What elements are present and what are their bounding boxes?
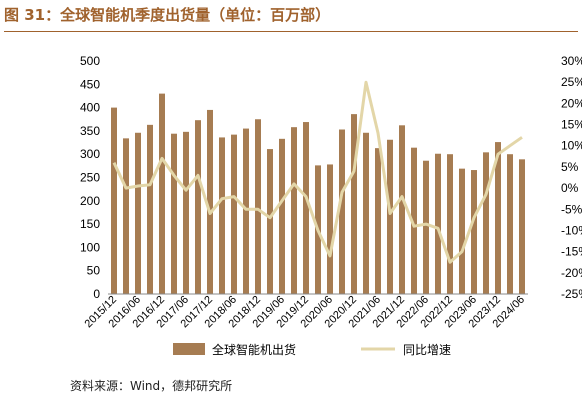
bar	[279, 138, 285, 294]
bar	[411, 147, 417, 294]
y-left-tick-label: 150	[80, 217, 100, 231]
y-right-tick-label: 30%	[561, 54, 582, 68]
bar	[111, 107, 117, 294]
bar	[327, 164, 333, 294]
bar	[135, 132, 141, 294]
bar	[459, 168, 465, 294]
bar	[255, 119, 261, 294]
y-right-tick-label: -25%	[561, 287, 582, 301]
bar	[351, 114, 357, 295]
bar	[207, 109, 213, 295]
y-left-tick-label: 200	[80, 194, 100, 208]
bar	[291, 127, 297, 294]
title-divider	[4, 31, 578, 32]
bar	[123, 138, 129, 294]
y-right-tick-label: 15%	[561, 118, 582, 132]
bar	[243, 128, 249, 294]
y-left-tick-label: 250	[80, 171, 100, 185]
y-right-tick-label: 5%	[561, 160, 579, 174]
bar	[147, 124, 153, 294]
bar	[519, 159, 525, 294]
y-left-tick-label: 500	[80, 54, 100, 68]
y-left-tick-label: 0	[93, 287, 100, 301]
y-right-tick-label: -20%	[561, 266, 582, 280]
bar	[183, 131, 189, 294]
legend-bar-swatch	[173, 343, 205, 355]
bar	[387, 139, 393, 294]
legend: 全球智能机出货 同比增速	[173, 342, 451, 357]
bar	[375, 148, 381, 294]
bar	[171, 133, 177, 294]
bar	[363, 132, 369, 294]
y-left-tick-label: 350	[80, 124, 100, 138]
y-right-tick-label: 0%	[561, 181, 579, 195]
source-note: 资料来源：Wind，德邦研究所	[70, 379, 233, 393]
bar	[447, 154, 453, 294]
bar-series	[111, 93, 525, 295]
bar	[423, 160, 429, 294]
y-right-tick-label: -10%	[561, 223, 582, 237]
y-right-tick-label: 10%	[561, 139, 582, 153]
bar	[483, 152, 489, 294]
y-left-tick-label: 300	[80, 147, 100, 161]
bar	[219, 137, 225, 294]
y-right-tick-label: -15%	[561, 245, 582, 259]
legend-bar-label: 全球智能机出货	[212, 342, 296, 357]
y-left-tick-label: 50	[87, 264, 101, 278]
y-right-tick-label: 25%	[561, 75, 582, 89]
bar	[399, 125, 405, 294]
y-left-tick-label: 450	[80, 77, 100, 91]
bar	[495, 142, 501, 294]
bar	[231, 134, 237, 294]
line-series	[112, 80, 523, 264]
bar	[471, 170, 477, 294]
bar	[339, 129, 345, 294]
bar	[303, 122, 309, 295]
legend-line-label: 同比增速	[403, 343, 451, 357]
y-right-tick-label: 20%	[561, 96, 582, 110]
y-left-tick-label: 100	[80, 240, 100, 254]
bar	[435, 153, 441, 294]
y-right-tick-label: -5%	[561, 202, 582, 216]
figure-title: 图 31：全球智能机季度出货量（单位：百万部）	[4, 6, 331, 24]
axes: 0 50 100 150 200 250 300 350 400 450 500 -25% -20% -1…	[80, 54, 582, 330]
y-left-tick-label: 400	[80, 101, 100, 115]
growth-line	[112, 80, 523, 264]
bar	[507, 154, 513, 294]
bar	[195, 120, 201, 294]
bar	[159, 93, 165, 295]
bar	[267, 149, 273, 294]
